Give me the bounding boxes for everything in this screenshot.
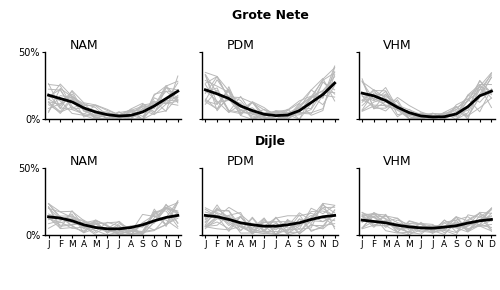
Text: VHM: VHM <box>383 39 412 52</box>
Text: PDM: PDM <box>226 155 254 168</box>
Text: NAM: NAM <box>70 39 98 52</box>
Text: PDM: PDM <box>226 39 254 52</box>
Text: Grote Nete: Grote Nete <box>232 9 308 22</box>
Text: NAM: NAM <box>70 155 98 168</box>
Text: Dijle: Dijle <box>254 135 286 148</box>
Text: VHM: VHM <box>383 155 412 168</box>
